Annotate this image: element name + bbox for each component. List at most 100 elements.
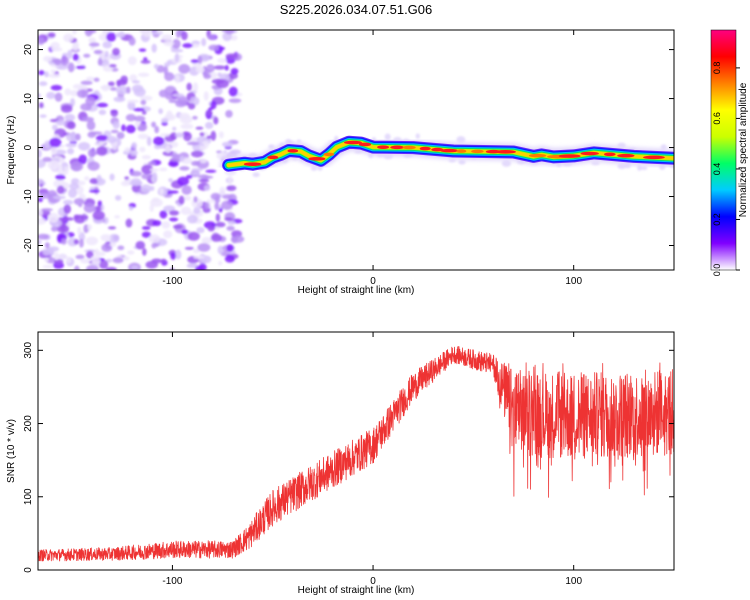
- trace-peak: [431, 147, 444, 152]
- noise-blob: [139, 95, 153, 101]
- noise-blob: [76, 89, 89, 99]
- noise-blob: [206, 110, 213, 115]
- noise-blob: [168, 161, 179, 167]
- noise-blob: [145, 260, 158, 269]
- spectrogram-y-tick-label: 20: [23, 44, 34, 56]
- colorbar-tick-label: 0.0: [712, 264, 722, 277]
- spectrogram-y-tick-label: 10: [23, 93, 34, 105]
- noise-blob: [106, 135, 118, 143]
- noise-blob: [161, 34, 173, 41]
- colorbar-axis: 0.0 0.2 0.4 0.6 0.8: [712, 62, 740, 277]
- noise-blob: [38, 149, 42, 159]
- noise-blob: [89, 131, 103, 135]
- noise-blob: [181, 31, 188, 41]
- noise-blob: [178, 63, 191, 74]
- spectrogram-y-axis: -20 -10 0 10 20: [23, 44, 674, 253]
- noise-blob: [70, 161, 84, 172]
- noise-blob: [192, 82, 199, 92]
- noise-blob: [38, 197, 43, 203]
- trace-peak: [471, 149, 484, 154]
- trace-halo-blob: [456, 136, 466, 143]
- noise-blob: [197, 243, 211, 252]
- noise-blob: [197, 55, 203, 64]
- noise-blob: [213, 65, 226, 70]
- noise-blob: [102, 41, 112, 49]
- noise-blob: [75, 133, 81, 141]
- noise-blob: [224, 65, 229, 71]
- noise-blob: [174, 249, 182, 260]
- noise-blob: [196, 227, 205, 234]
- noise-blob: [50, 84, 63, 91]
- noise-blob: [113, 96, 126, 103]
- noise-blob: [112, 47, 120, 56]
- noise-blob: [66, 256, 72, 264]
- trace-peak: [344, 140, 362, 145]
- noise-blob: [127, 101, 136, 111]
- noise-blob: [175, 132, 185, 138]
- noise-blob: [49, 137, 62, 148]
- noise-blob: [75, 65, 86, 70]
- noise-blob: [55, 174, 66, 181]
- spectrogram-frame: [37, 29, 675, 271]
- snr-x-tick-label: 0: [370, 576, 376, 587]
- noise-blob: [171, 39, 181, 49]
- noise-blob: [116, 79, 121, 88]
- trace-peak: [402, 145, 416, 150]
- noise-blob: [43, 56, 52, 62]
- noise-blob: [56, 119, 66, 126]
- noise-blob: [78, 154, 88, 165]
- colorbar: 0.0 0.2 0.4 0.6 0.8 Normalized spectral ampl…: [710, 29, 749, 277]
- noise-blob: [140, 184, 152, 193]
- noise-blob: [147, 161, 156, 166]
- noise-blob: [208, 107, 213, 111]
- noise-blob: [114, 215, 120, 219]
- spectrogram-y-tick-label: 0: [23, 144, 34, 150]
- noise-blob: [218, 46, 226, 51]
- noise-blob: [228, 86, 238, 97]
- noise-blob: [156, 30, 163, 34]
- noise-blob: [64, 88, 71, 96]
- noise-blob: [100, 51, 105, 61]
- noise-blob: [62, 217, 74, 221]
- noise-blob: [163, 62, 171, 67]
- noise-blob: [69, 90, 79, 97]
- noise-blob: [141, 110, 147, 115]
- noise-blob: [54, 58, 62, 66]
- noise-blob: [67, 62, 75, 73]
- noise-blob: [179, 166, 190, 171]
- noise-blob: [170, 252, 177, 260]
- noise-blob: [141, 164, 154, 175]
- noise-blob: [90, 256, 100, 260]
- noise-blob: [127, 250, 135, 255]
- noise-blob: [87, 161, 100, 171]
- noise-blob: [94, 142, 104, 146]
- noise-blob: [130, 149, 138, 157]
- trace-halo-blob: [591, 161, 600, 166]
- noise-blob: [202, 207, 211, 213]
- noise-blob: [163, 205, 176, 212]
- noise-blob: [50, 146, 58, 156]
- snr-y-axis-label: SNR (10 * v/v): [6, 419, 17, 483]
- noise-blob: [109, 64, 117, 68]
- noise-blob: [142, 247, 147, 256]
- trace-peak: [358, 142, 372, 147]
- noise-blob: [137, 133, 149, 140]
- noise-blob: [60, 56, 70, 66]
- snr-frame: [37, 331, 675, 571]
- noise-blob: [80, 214, 89, 221]
- trace-peak: [528, 153, 547, 158]
- noise-blob: [53, 179, 66, 188]
- noise-blob: [125, 114, 137, 122]
- noise-blob: [191, 150, 204, 158]
- noise-blob: [228, 98, 242, 103]
- noise-blob: [51, 226, 58, 232]
- noise-blob: [210, 100, 217, 110]
- noise-blob: [108, 233, 120, 243]
- noise-blob: [39, 192, 52, 199]
- trace-peak: [440, 148, 459, 153]
- noise-blob: [148, 234, 161, 244]
- noise-blob: [168, 178, 173, 183]
- noise-blob: [130, 170, 142, 177]
- noise-blob: [80, 258, 91, 264]
- noise-blob: [44, 242, 50, 249]
